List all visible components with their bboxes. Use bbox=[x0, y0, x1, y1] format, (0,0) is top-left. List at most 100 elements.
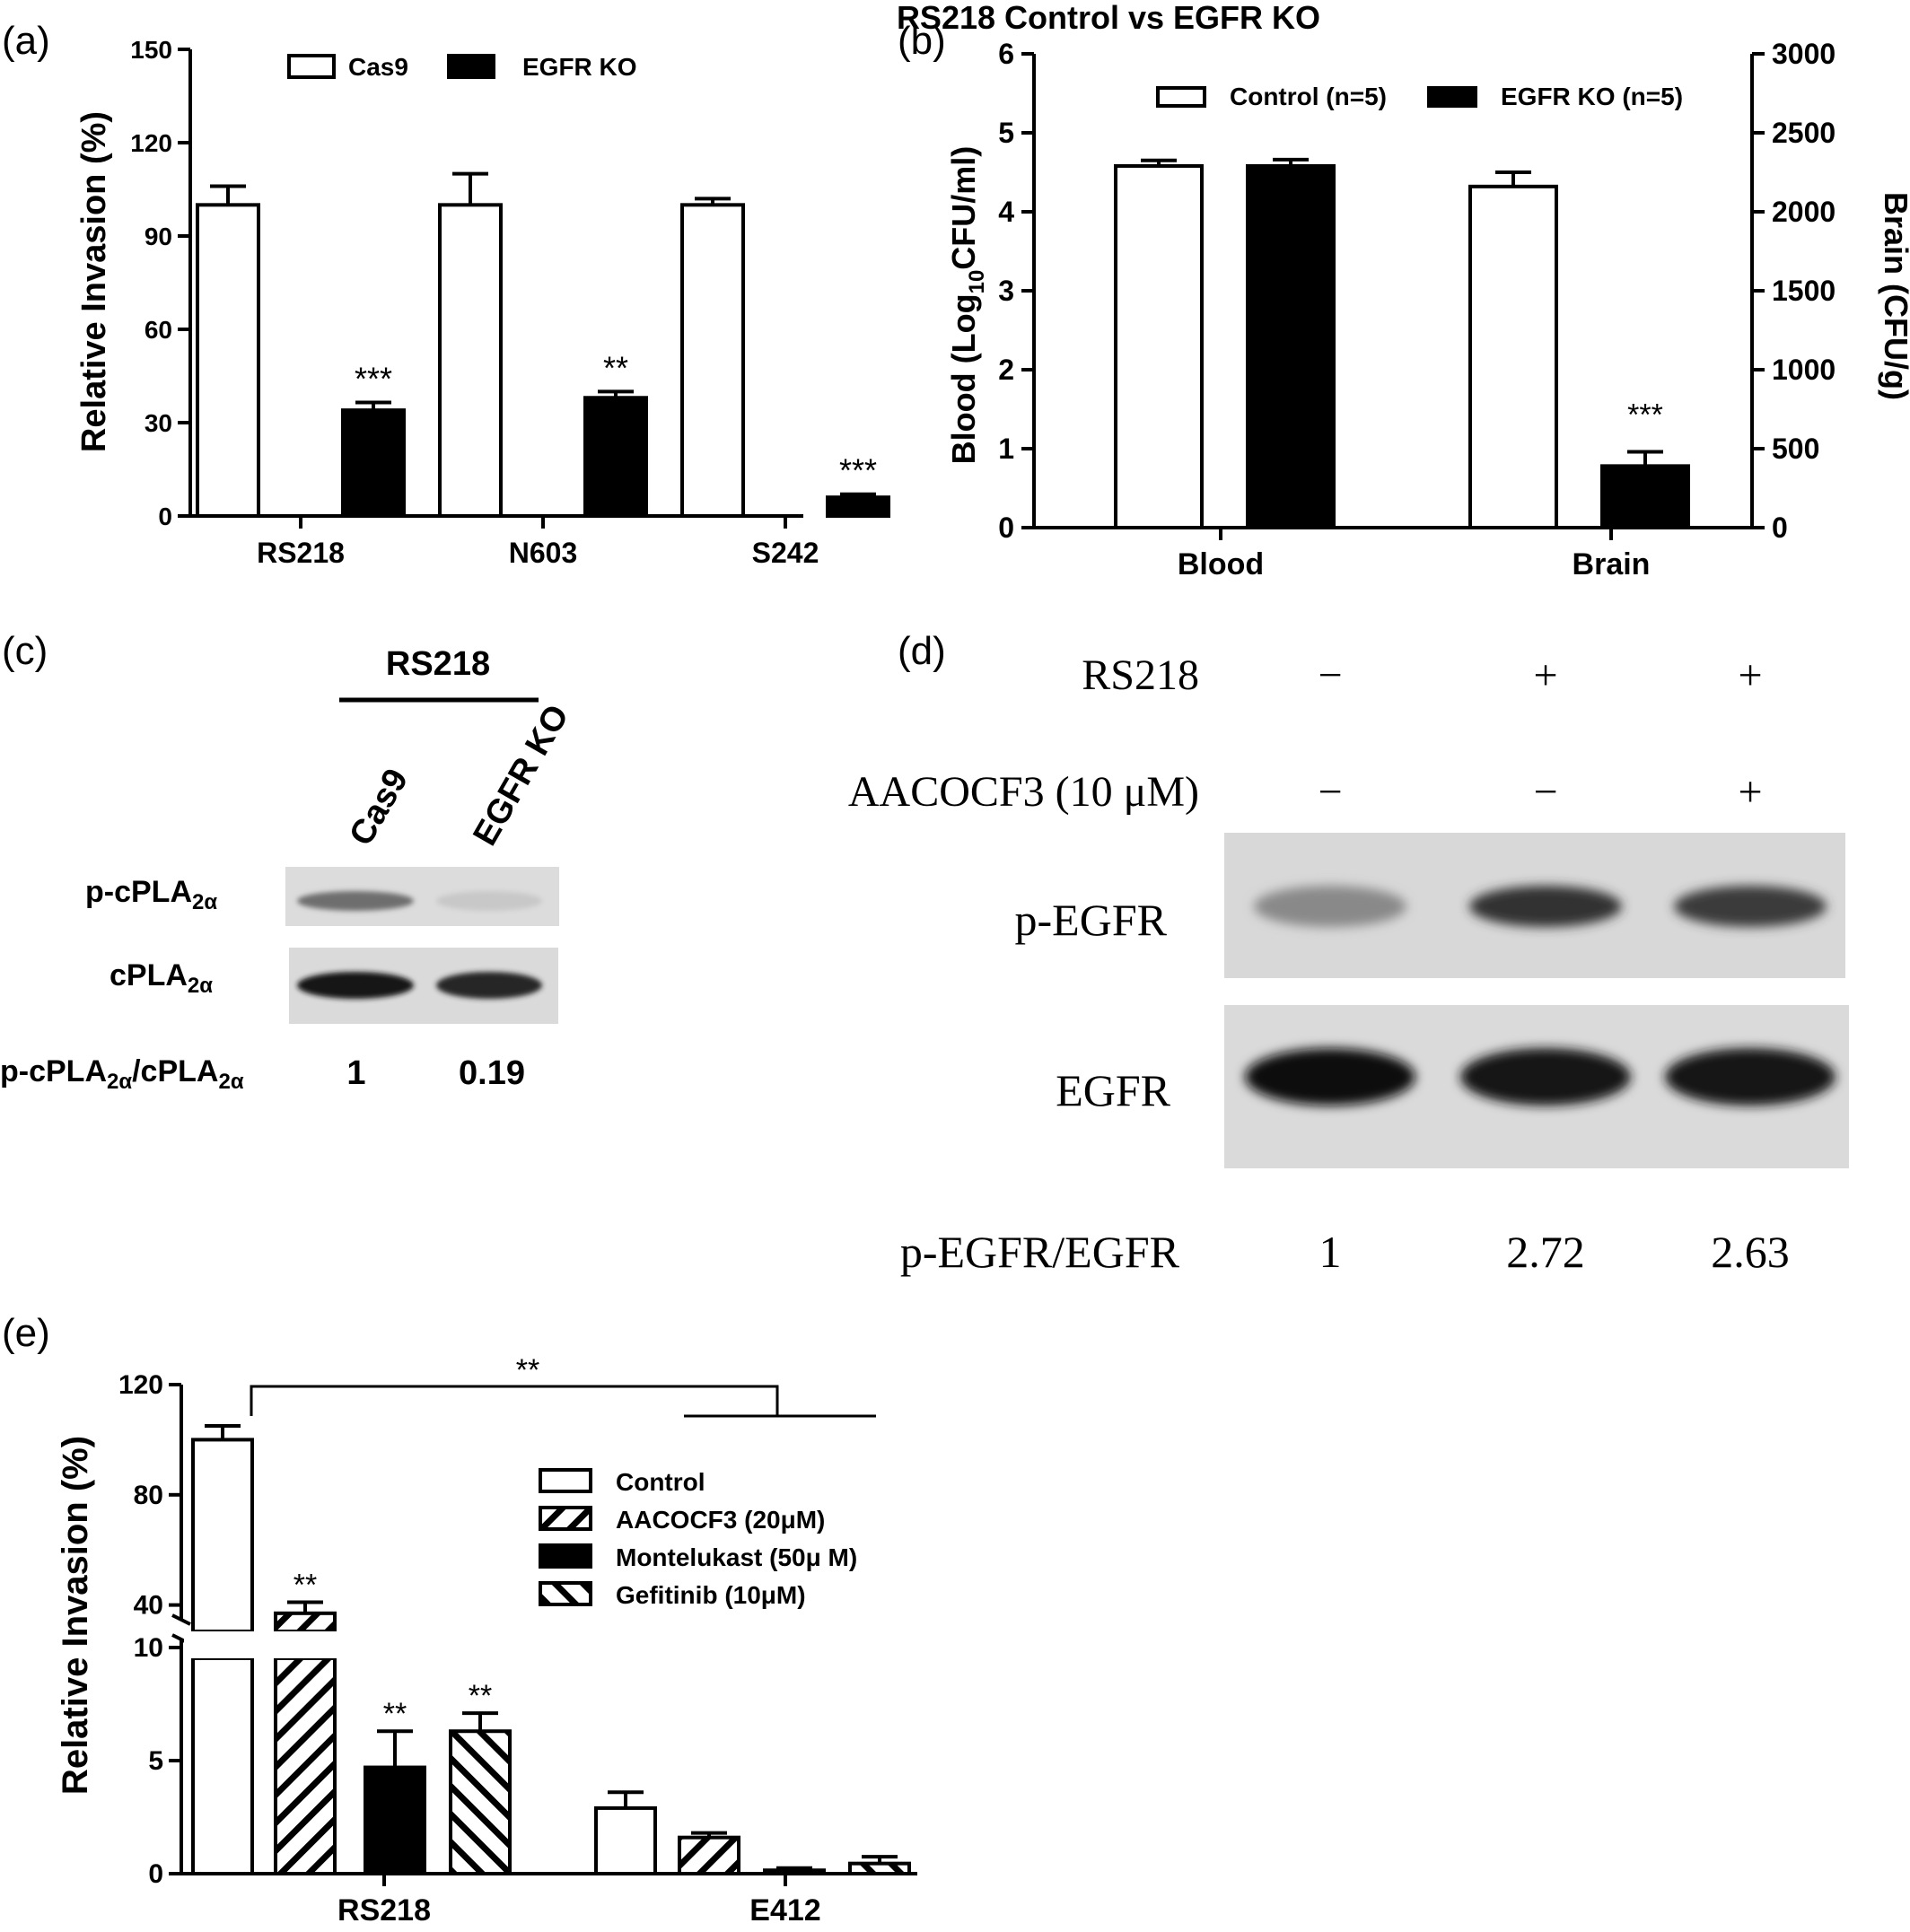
b-y-tick-label: 6 bbox=[998, 38, 1014, 70]
panel-label-d: (d) bbox=[898, 629, 946, 673]
e-legend-swatch-2 bbox=[539, 1543, 592, 1569]
blot-d-ratio-label: p-EGFR/EGFR bbox=[900, 1227, 1180, 1277]
e-bar-0-1 bbox=[594, 1805, 657, 1876]
panel-b-ylabel: Blood (Log10CFU/ml) bbox=[945, 146, 989, 465]
b-y-tick-label: 5 bbox=[998, 117, 1014, 149]
e-legend-swatch-0 bbox=[539, 1468, 592, 1493]
panel-c-blot: RS218 Cas9 EGFR KO p-cPLA2α cPLA2α p-cPL… bbox=[0, 645, 576, 1094]
e-legend-label-2: Montelukast (50μ M) bbox=[616, 1543, 857, 1571]
blot-c-bands bbox=[297, 891, 542, 999]
e-significance-label: ** bbox=[383, 1697, 407, 1731]
blot-c-row2-sub: 2α bbox=[188, 974, 213, 998]
blot-d-band-r1-l0 bbox=[1245, 1048, 1415, 1106]
b-y2-tick-label: 2000 bbox=[1772, 196, 1836, 228]
e-bar-upper-0-0 bbox=[191, 1438, 254, 1634]
blot-c-band-r1-l1 bbox=[436, 972, 542, 999]
panel-label-b: (b) bbox=[898, 19, 946, 63]
a-y-tick-label: 60 bbox=[145, 316, 172, 344]
a-legend-label-1: EGFR KO bbox=[522, 53, 637, 81]
panel-d-blot: RS218 AACOCF3 (10 μM) − + + − − + p-EGFR EGFR… bbox=[848, 651, 1849, 1277]
blot-d-row-label-pegfr: p-EGFR bbox=[1015, 895, 1168, 945]
panel-b-ylabel-sub: 10 bbox=[965, 270, 989, 294]
panel-a-chart: Relative Invasion (%) 0 30 60 90 120 150 RS218… bbox=[75, 36, 890, 569]
a-legend-swatch-1 bbox=[447, 54, 495, 79]
e-y-tick-label: 40 bbox=[134, 1591, 163, 1621]
b-y2-tick-label: 2500 bbox=[1772, 117, 1836, 149]
blot-d-treatment-signs: − + + − − + bbox=[1318, 651, 1762, 816]
blot-d-ratio-value: 1 bbox=[1319, 1227, 1342, 1277]
panel-b-bars: *** bbox=[1114, 157, 1690, 530]
a-y-tick-label: 30 bbox=[145, 409, 172, 437]
blot-c-ratio-s1: 2α bbox=[107, 1070, 132, 1094]
b-y2-tick-label: 1000 bbox=[1772, 354, 1836, 386]
b-y-tick-label: 3 bbox=[998, 275, 1014, 307]
blot-d-ratio-value: 2.63 bbox=[1711, 1227, 1790, 1277]
b-y-tick-label: 4 bbox=[998, 196, 1014, 228]
e-y-tick-label: 120 bbox=[118, 1370, 163, 1400]
e-bar-lower-1-0 bbox=[274, 1657, 337, 1875]
blot-c-ratio-cas9: 1 bbox=[346, 1054, 365, 1092]
e-y-tick-label: 10 bbox=[134, 1633, 163, 1663]
e-bar-2-1 bbox=[763, 1868, 826, 1875]
blot-d-treatment-label-aacocf3: AACOCF3 (10 μM) bbox=[848, 768, 1199, 816]
panel-e-chart: Relative Invasion (%) 0 5 10 40 80 120 RS218 E4… bbox=[56, 1353, 917, 1928]
panel-label-a: (a) bbox=[2, 19, 50, 63]
e-bar-3-1 bbox=[848, 1861, 911, 1875]
blot-c-band-r1-l0 bbox=[297, 972, 414, 999]
panel-label-e: (e) bbox=[2, 1311, 50, 1355]
e-legend-label-1: AACOCF3 (20μM) bbox=[616, 1506, 825, 1534]
a-bar-1-0 bbox=[341, 408, 406, 518]
b-bar-1-1 bbox=[1600, 464, 1690, 529]
e-y-tick-label: 80 bbox=[134, 1481, 163, 1510]
blot-d-sign: + bbox=[1738, 651, 1762, 699]
blot-c-row2-main: cPLA bbox=[110, 958, 188, 992]
e-bar-1-1 bbox=[678, 1835, 740, 1876]
e-legend-label-3: Gefitinib (10μM) bbox=[616, 1581, 806, 1609]
blot-c-ratio-p2: /cPLA bbox=[132, 1054, 218, 1088]
blot-c-ratio-s2: 2α bbox=[218, 1070, 243, 1094]
blot-c-group-label: RS218 bbox=[386, 645, 490, 683]
a-significance-label: ** bbox=[603, 349, 628, 386]
blot-c-lane-label-egfrko: EGFR KO bbox=[466, 699, 576, 852]
blot-c-row-label-cpla: cPLA2α bbox=[110, 958, 213, 998]
b-legend-label-1: EGFR KO (n=5) bbox=[1501, 83, 1683, 110]
panel-e-bars: ** ** ** ** bbox=[184, 1353, 911, 1876]
blot-d-band-r0-l0 bbox=[1254, 886, 1406, 927]
e-axis-break-gap bbox=[184, 1631, 543, 1658]
blot-d-treatment-label-rs218: RS218 bbox=[1082, 651, 1199, 699]
a-bar-1-2 bbox=[826, 495, 890, 519]
panel-b-ylabel-part3: CFU/ml) bbox=[945, 146, 982, 270]
b-legend-swatch-0 bbox=[1156, 86, 1206, 108]
b-bar-1-0 bbox=[1246, 163, 1336, 530]
b-y2-tick-label: 0 bbox=[1772, 511, 1788, 544]
a-x-tick-label: S242 bbox=[752, 537, 819, 569]
b-y2-tick-label: 3000 bbox=[1772, 38, 1836, 70]
blot-d-band-r1-l2 bbox=[1665, 1048, 1836, 1106]
a-bar-0-0 bbox=[196, 203, 260, 518]
b-y2-tick-label: 500 bbox=[1772, 433, 1819, 465]
e-legend-swatch-3 bbox=[539, 1581, 592, 1606]
b-bar-0-1 bbox=[1468, 184, 1558, 529]
blot-c-band-r0-l1 bbox=[436, 891, 542, 911]
a-significance-label: *** bbox=[355, 360, 392, 397]
e-bar-upper-1-0 bbox=[274, 1611, 337, 1634]
e-bracket-label: ** bbox=[516, 1353, 539, 1387]
blot-d-sign: + bbox=[1533, 651, 1557, 699]
e-x-tick-label: E412 bbox=[749, 1893, 820, 1928]
e-y-tick-label: 0 bbox=[148, 1859, 163, 1889]
panel-b-ylabel-part1: Blood (Log bbox=[945, 293, 982, 464]
blot-c-lane-label-cas9: Cas9 bbox=[342, 763, 416, 852]
b-legend-label-0: Control (n=5) bbox=[1230, 83, 1387, 110]
b-bar-0-0 bbox=[1114, 163, 1204, 530]
panel-e-ylabel: Relative Invasion (%) bbox=[56, 1436, 95, 1795]
blot-d-sign: − bbox=[1318, 768, 1342, 816]
panel-a-legend: Cas9 EGFR KO bbox=[287, 53, 637, 81]
blot-d-sign: − bbox=[1533, 768, 1557, 816]
a-x-tick-label: RS218 bbox=[257, 537, 345, 569]
e-axis-break-mark-upper bbox=[171, 1613, 191, 1626]
panel-b-y2label: Brain (CFU/g) bbox=[1878, 192, 1910, 400]
blot-d-ratio-value: 2.72 bbox=[1506, 1227, 1585, 1277]
blot-d-band-r0-l1 bbox=[1469, 886, 1622, 927]
b-y-tick-label: 1 bbox=[998, 433, 1014, 465]
